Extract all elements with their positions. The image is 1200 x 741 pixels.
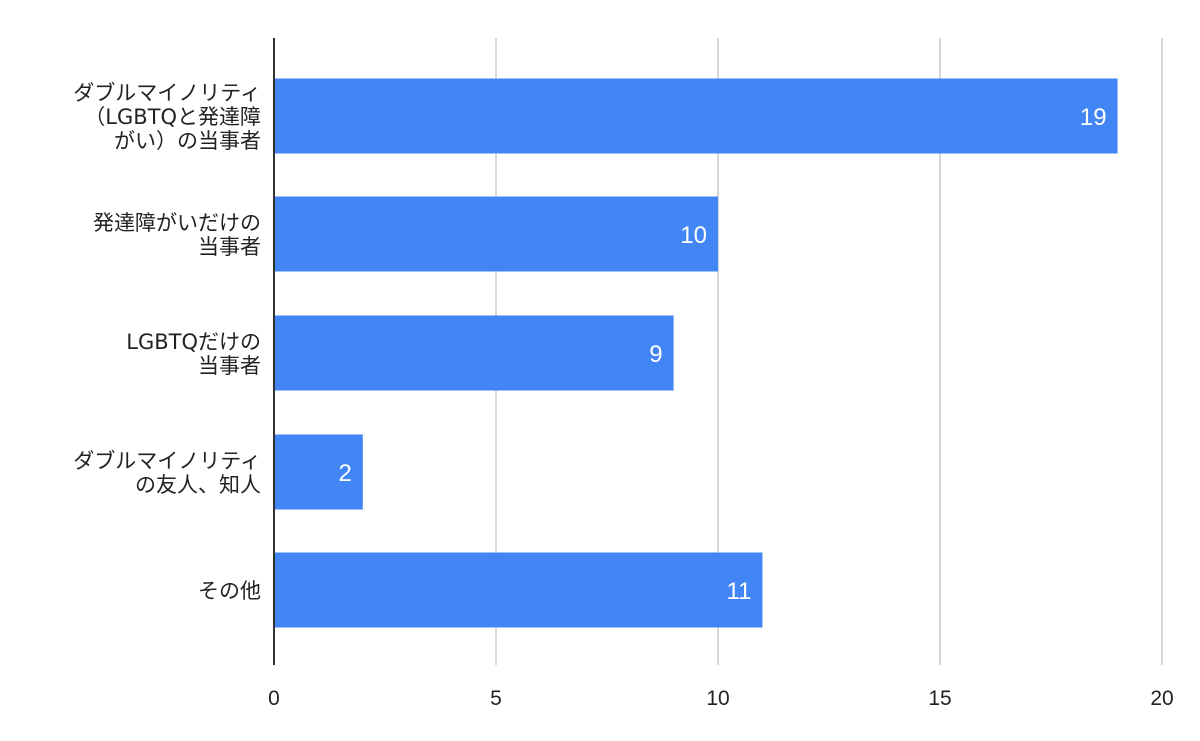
category-label: 当事者	[198, 354, 261, 378]
category-label: その他	[198, 579, 261, 603]
bar	[274, 78, 1118, 154]
bar	[274, 552, 763, 628]
category-label: LGBTQだけの	[126, 330, 261, 354]
category-labels: ダブルマイノリティ（LGBTQと発達障がい）の当事者発達障がいだけの当事者LGB…	[73, 81, 261, 603]
bar-value-label: 9	[649, 341, 662, 368]
bar-value-label: 10	[680, 222, 707, 249]
category-label: ダブルマイノリティ	[73, 81, 261, 105]
bar	[274, 434, 363, 510]
bar-value-label: 2	[338, 460, 351, 487]
category-label: の友人、知人	[135, 473, 261, 497]
x-tick-label: 10	[706, 687, 729, 710]
x-tick-label: 20	[1150, 687, 1173, 710]
bar	[274, 196, 718, 272]
value-labels: 19 10 9 2 11	[338, 104, 1106, 605]
x-tick-label: 5	[490, 687, 502, 710]
x-tick-label: 15	[928, 687, 951, 710]
category-label: （LGBTQと発達障	[84, 105, 261, 129]
bar	[274, 315, 674, 391]
category-label: 発達障がいだけの	[93, 211, 261, 235]
x-tick-label: 0	[268, 687, 280, 710]
category-label: ダブルマイノリティ	[73, 449, 261, 473]
category-label: がい）の当事者	[114, 129, 261, 153]
bars	[274, 78, 1118, 628]
category-label: 当事者	[198, 235, 261, 259]
x-tick-labels: 0 5 10 15 20	[268, 687, 1174, 710]
bar-value-label: 19	[1080, 104, 1107, 131]
bar-value-label: 11	[726, 578, 751, 605]
